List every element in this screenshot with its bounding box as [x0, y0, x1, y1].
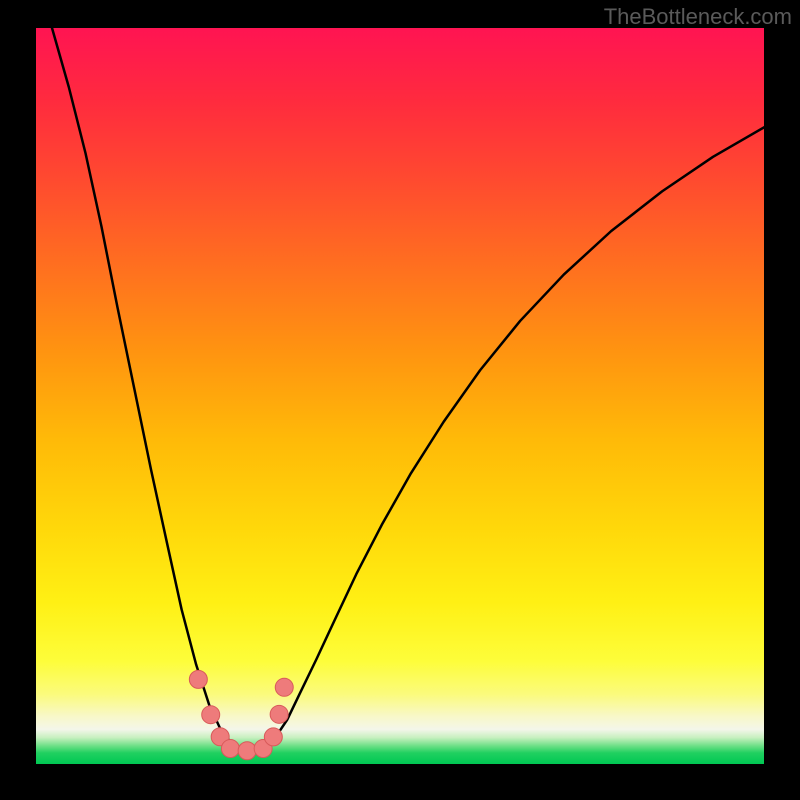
plot-background [36, 28, 764, 764]
watermark-text: TheBottleneck.com [604, 4, 792, 30]
data-marker [238, 742, 256, 760]
data-marker [221, 740, 239, 758]
data-marker [264, 728, 282, 746]
data-marker [202, 706, 220, 724]
bottleneck-chart [0, 0, 800, 800]
data-marker [275, 678, 293, 696]
data-marker [270, 705, 288, 723]
data-marker [189, 670, 207, 688]
